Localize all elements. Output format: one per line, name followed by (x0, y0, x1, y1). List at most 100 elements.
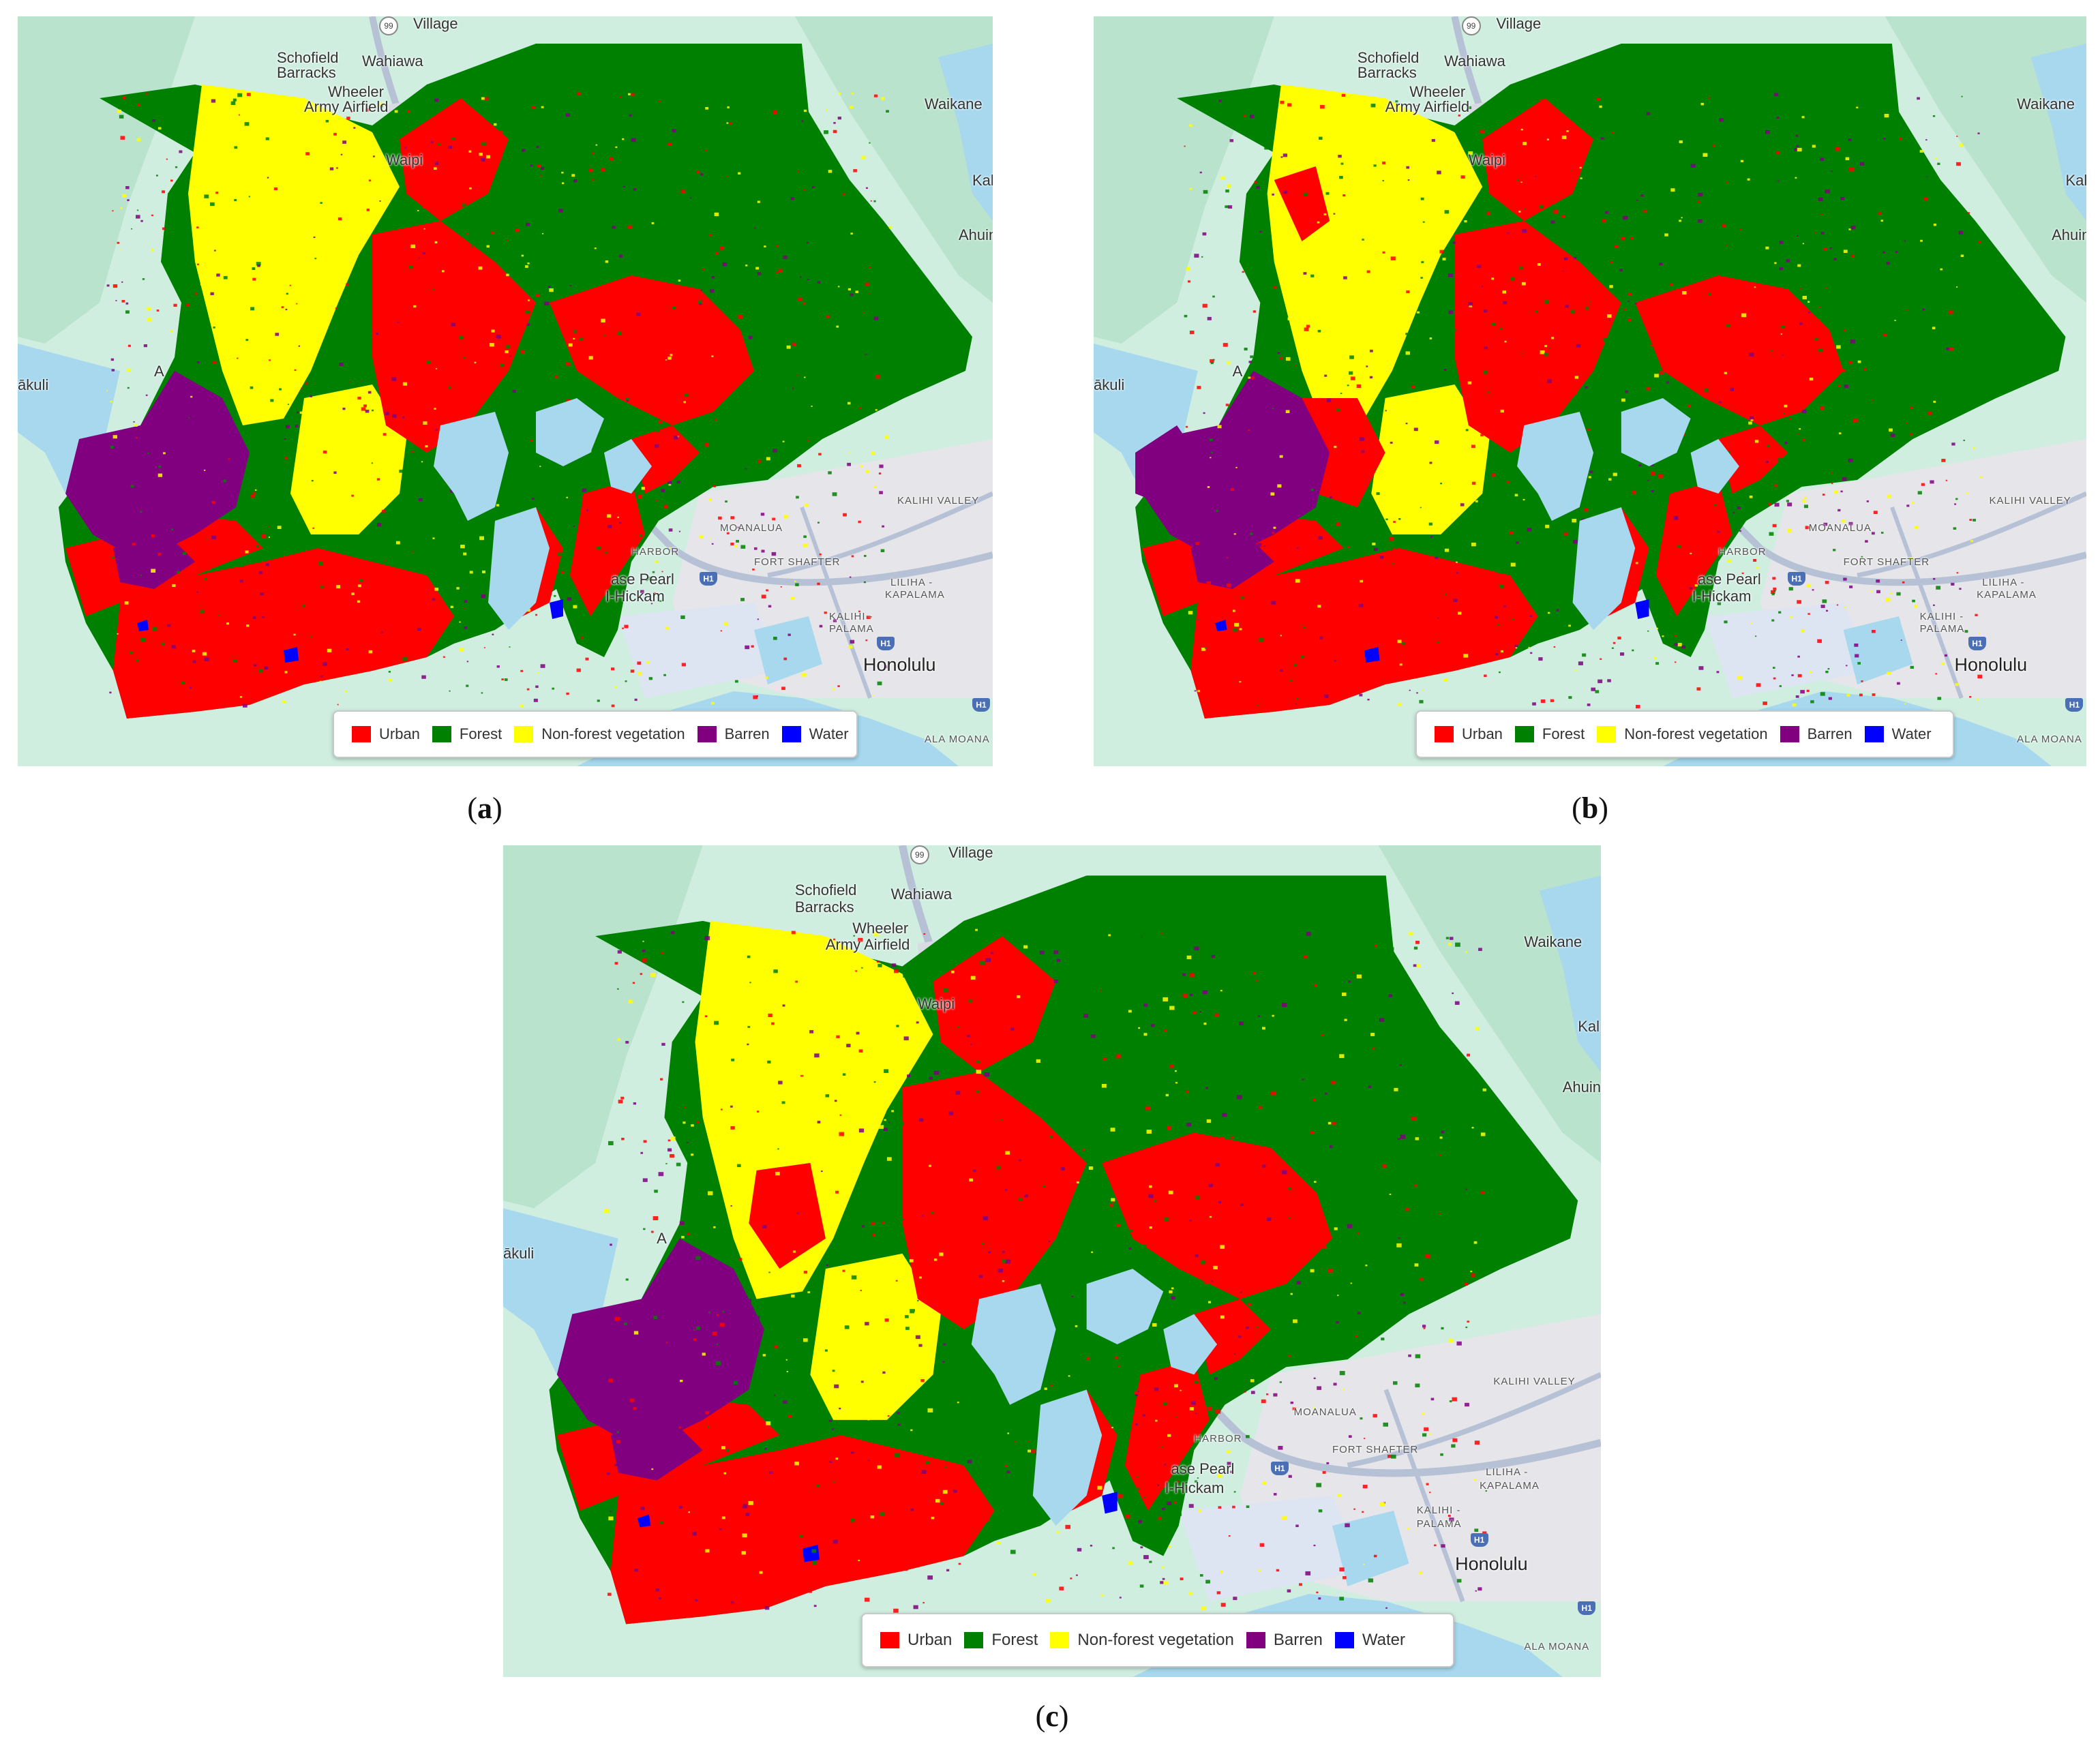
land-cover-speckle (234, 199, 237, 202)
land-cover-speckle (816, 1079, 820, 1083)
land-cover-speckle (691, 1532, 697, 1536)
land-cover-speckle (1849, 168, 1855, 172)
land-cover-speckle (311, 480, 314, 482)
land-cover-speckle (1324, 374, 1328, 377)
land-cover-speckle (1420, 197, 1424, 200)
land-cover-speckle (1848, 522, 1853, 526)
land-cover-speckle (907, 1411, 910, 1413)
class-urban-region (1302, 398, 1385, 507)
land-cover-speckle (772, 449, 777, 453)
land-cover-speckle (254, 489, 257, 491)
land-cover-speckle (1653, 656, 1657, 659)
land-cover-speckle (979, 961, 985, 966)
land-cover-speckle (1242, 1100, 1246, 1103)
land-cover-speckle (1273, 1393, 1278, 1397)
land-cover-speckle (1422, 221, 1425, 223)
land-cover-speckle (1056, 1530, 1060, 1534)
land-cover-speckle (1199, 1574, 1203, 1577)
land-cover-speckle (156, 309, 160, 312)
land-cover-speckle (1776, 117, 1780, 119)
land-cover-speckle (1921, 483, 1925, 486)
land-cover-speckle (875, 374, 880, 378)
land-cover-speckle (407, 110, 410, 112)
land-cover-speckle (608, 1516, 614, 1521)
land-cover-speckle (1300, 655, 1304, 659)
land-cover-speckle (672, 306, 676, 309)
land-cover-speckle (1191, 1284, 1194, 1286)
land-cover-speckle (943, 988, 948, 993)
land-cover-speckle (1396, 1134, 1401, 1138)
land-cover-speckle (964, 1442, 969, 1446)
land-cover-speckle (1262, 185, 1265, 187)
land-cover-speckle (1970, 540, 1973, 543)
land-cover-speckle (835, 1458, 839, 1460)
land-cover-speckle (671, 126, 674, 128)
land-cover-speckle (1180, 929, 1186, 934)
land-cover-speckle (1917, 491, 1922, 495)
land-cover-speckle (313, 237, 316, 239)
land-cover-speckle (301, 604, 305, 607)
land-cover-speckle (1455, 942, 1460, 947)
land-cover-speckle (1685, 193, 1690, 197)
land-cover-speckle (778, 269, 783, 273)
label-wahiawa: Wahiawa (890, 886, 952, 903)
land-cover-speckle (782, 1004, 785, 1007)
land-cover-speckle (1495, 653, 1499, 656)
land-cover-speckle (289, 578, 293, 582)
land-cover-speckle (1464, 220, 1467, 223)
land-cover-speckle (1465, 951, 1468, 953)
land-cover-speckle (813, 1605, 817, 1607)
land-cover-speckle (1225, 190, 1229, 193)
land-cover-speckle (1476, 156, 1480, 160)
land-cover-speckle (680, 1379, 683, 1383)
land-cover-speckle (1608, 319, 1610, 321)
land-cover-speckle (878, 472, 882, 474)
land-cover-speckle (1597, 227, 1603, 231)
land-cover-speckle (1964, 630, 1968, 633)
land-cover-speckle (1835, 316, 1838, 318)
land-cover-speckle (1887, 494, 1891, 498)
land-cover-speckle (693, 1329, 695, 1331)
land-cover-speckle (449, 690, 451, 692)
land-cover-speckle (1198, 1509, 1202, 1513)
label-ahuimanu: Ahuin (2052, 226, 2086, 243)
land-cover-speckle (1865, 257, 1870, 261)
label-honolulu: Honolulu (1954, 654, 2028, 675)
land-cover-speckle (602, 234, 605, 237)
land-cover-speckle (268, 526, 270, 528)
land-cover-speckle (1836, 604, 1839, 606)
land-cover-speckle (435, 368, 437, 369)
land-cover-speckle (730, 1126, 735, 1130)
land-cover-speckle (794, 580, 796, 582)
land-cover-speckle (705, 1549, 710, 1553)
land-cover-speckle (715, 252, 719, 255)
land-cover-speckle (800, 1074, 804, 1077)
land-cover-speckle (1843, 250, 1848, 253)
land-cover-speckle (619, 442, 623, 445)
land-cover-speckle (1673, 516, 1679, 520)
land-cover-speckle (560, 571, 564, 573)
land-cover-speckle (847, 462, 851, 466)
land-cover-speckle (1125, 1514, 1130, 1518)
land-cover-speckle (1546, 138, 1550, 140)
land-cover-speckle (1350, 376, 1355, 380)
land-cover-speckle (207, 570, 210, 571)
land-cover-speckle (1521, 282, 1526, 286)
land-cover-speckle (1477, 265, 1482, 269)
land-cover-speckle (997, 1436, 1003, 1440)
land-cover-speckle (922, 1215, 925, 1217)
land-cover-speckle (1400, 1134, 1406, 1139)
land-cover-speckle (910, 1429, 913, 1432)
land-cover-speckle (1303, 227, 1306, 229)
land-cover-speckle (226, 622, 229, 625)
land-cover-speckle (1185, 1090, 1188, 1093)
land-cover-speckle (1171, 1296, 1175, 1300)
land-cover-speckle (714, 212, 719, 217)
land-cover-speckle (1445, 593, 1448, 595)
land-cover-speckle (851, 1284, 854, 1287)
land-cover-speckle (1276, 481, 1279, 484)
land-cover-speckle (802, 1229, 807, 1233)
land-cover-speckle (1844, 607, 1846, 609)
land-cover-speckle (301, 218, 305, 222)
label-pearl-hickam: ase Pearl (611, 571, 674, 588)
